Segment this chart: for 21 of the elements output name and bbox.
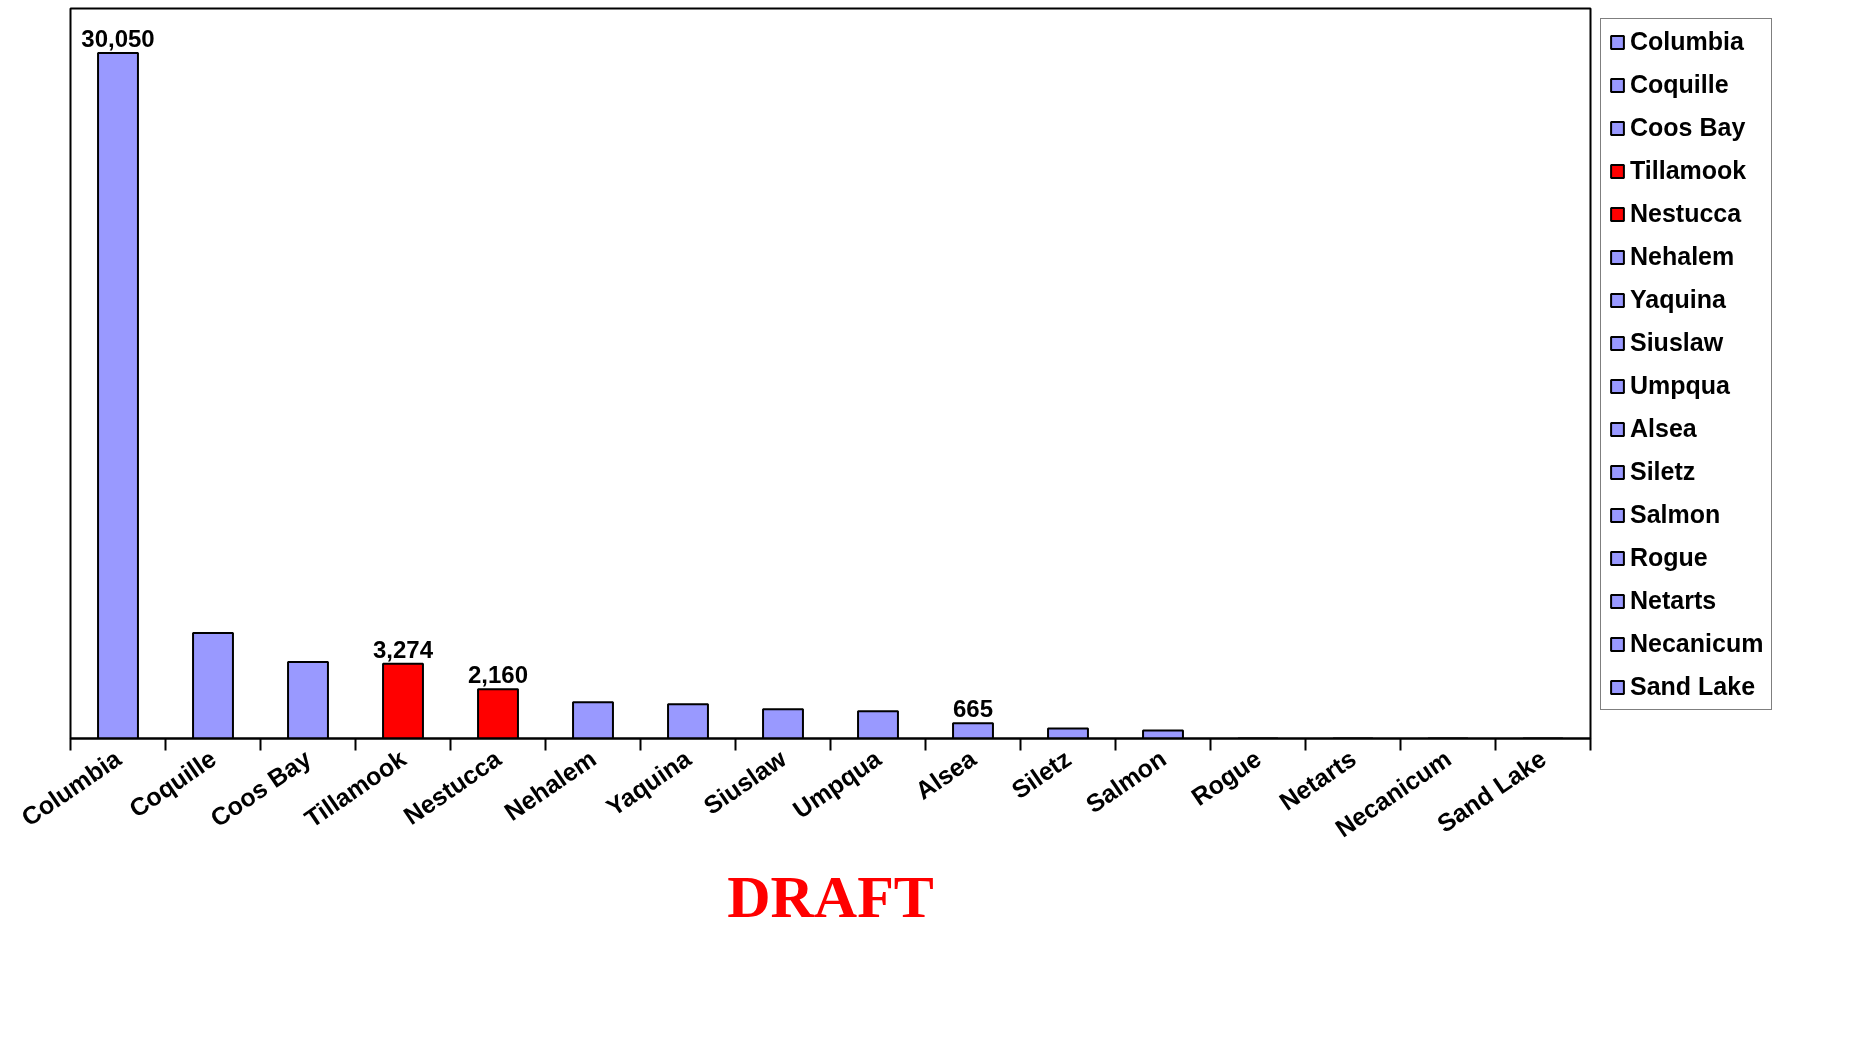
legend-label: Tillamook (1630, 156, 1747, 185)
legend-label: Siletz (1630, 457, 1696, 486)
legend-label: Columbia (1630, 27, 1744, 56)
data-label: 665 (952, 695, 994, 723)
text: DRAFT (727, 863, 934, 930)
legend-label: Nehalem (1630, 242, 1735, 271)
data-label: 2,160 (467, 661, 529, 689)
legend-label: Netarts (1630, 586, 1717, 615)
legend-label: Nestucca (1630, 199, 1742, 228)
legend-label: Yaquina (1630, 285, 1726, 314)
legend-label: Alsea (1630, 414, 1697, 443)
legend-label: Siuslaw (1630, 328, 1724, 357)
legend-label: Coos Bay (1630, 113, 1746, 142)
legend-label: Necanicum (1630, 629, 1764, 658)
legend-label: Umpqua (1630, 371, 1730, 400)
legend-label: Sand Lake (1630, 672, 1756, 701)
data-label: 30,050 (81, 24, 155, 52)
data-label: 3,274 (372, 635, 434, 663)
legend-label: Rogue (1630, 543, 1708, 572)
legend-label: Coquille (1630, 70, 1729, 99)
legend-label: Salmon (1630, 500, 1721, 529)
